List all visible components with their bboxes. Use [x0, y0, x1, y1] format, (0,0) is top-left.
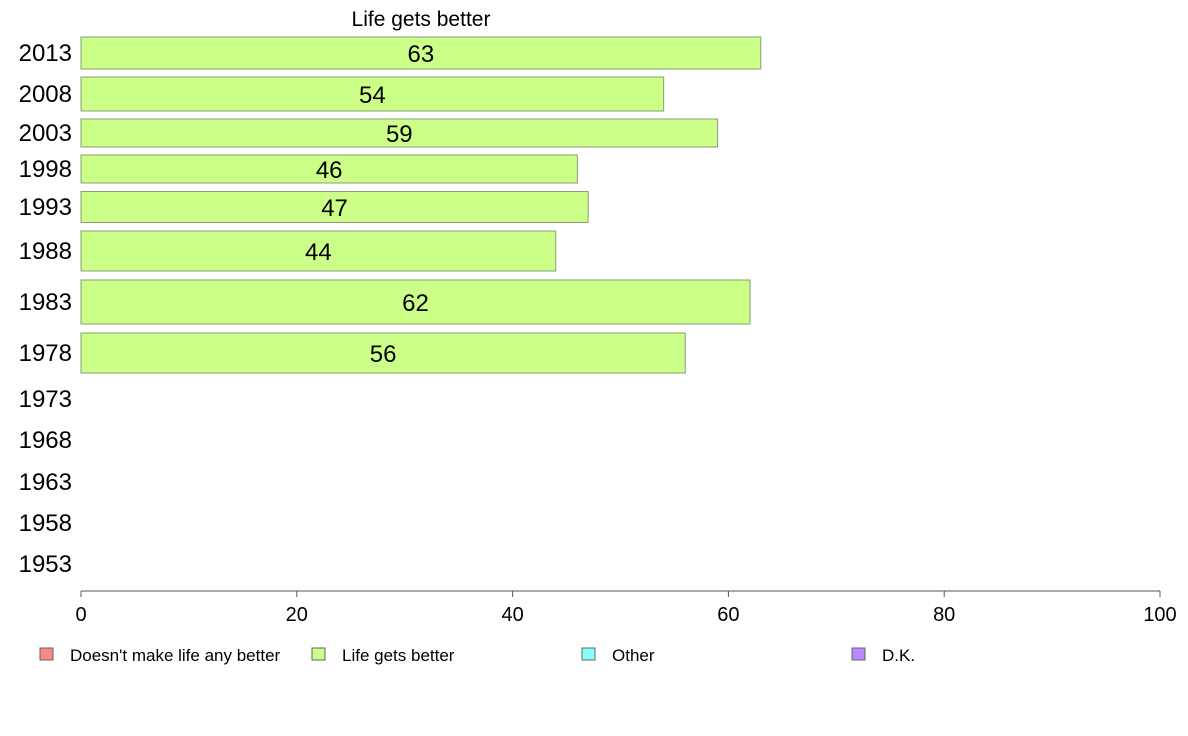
category-label: 1988: [19, 238, 72, 265]
bar-value-label: 47: [321, 195, 348, 222]
bar: [80, 118, 719, 148]
bar: [80, 36, 762, 70]
legend-swatch: [581, 647, 596, 661]
category-label: 1953: [19, 551, 72, 578]
legend-swatch: [311, 647, 326, 661]
legend-label: Other: [612, 646, 655, 665]
category-label: 2013: [19, 40, 72, 67]
bar: [80, 154, 578, 184]
legend-swatch: [39, 647, 54, 661]
x-tick-label: 80: [933, 604, 955, 626]
bar-value-label: 54: [359, 82, 386, 109]
bar-value-label: 62: [402, 290, 429, 317]
bar-value-label: 44: [305, 239, 332, 266]
x-tick-label: 20: [286, 604, 308, 626]
legend-label: Life gets better: [342, 646, 455, 665]
legend-label: D.K.: [882, 646, 915, 665]
bar: [80, 332, 686, 374]
x-tick-label: 100: [1143, 604, 1176, 626]
category-label: 1978: [19, 340, 72, 367]
bar: [80, 279, 751, 325]
category-labels: 2013 2008 2003 1998 1993 1988 1983 1978 1973 1968…: [19, 40, 72, 578]
x-axis: 0 20 40 60 80 100: [75, 590, 1177, 626]
bar-value-label: 56: [370, 341, 397, 368]
bar-value-label: 59: [386, 121, 413, 148]
legend-swatch: [851, 647, 866, 661]
bar: [80, 191, 589, 223]
category-label: 1993: [19, 194, 72, 221]
category-label: 2008: [19, 81, 72, 108]
category-label: 1968: [19, 427, 72, 454]
category-label: 1963: [19, 469, 72, 496]
bar-value-label: 63: [408, 41, 435, 68]
bar-value-label: 46: [316, 157, 343, 184]
bar: [80, 76, 665, 112]
x-tick-label: 0: [75, 604, 86, 626]
category-label: 2003: [19, 120, 72, 147]
legend: Doesn't make life any better Life gets be…: [39, 646, 915, 665]
category-label: 1998: [19, 156, 72, 183]
x-tick-label: 60: [717, 604, 739, 626]
category-label: 1983: [19, 289, 72, 316]
legend-label: Doesn't make life any better: [70, 646, 281, 665]
category-label: 1973: [19, 386, 72, 413]
x-tick-label: 40: [501, 604, 523, 626]
category-label: 1958: [19, 510, 72, 537]
bar: [80, 230, 557, 272]
chart-title: Life gets better: [352, 8, 491, 31]
